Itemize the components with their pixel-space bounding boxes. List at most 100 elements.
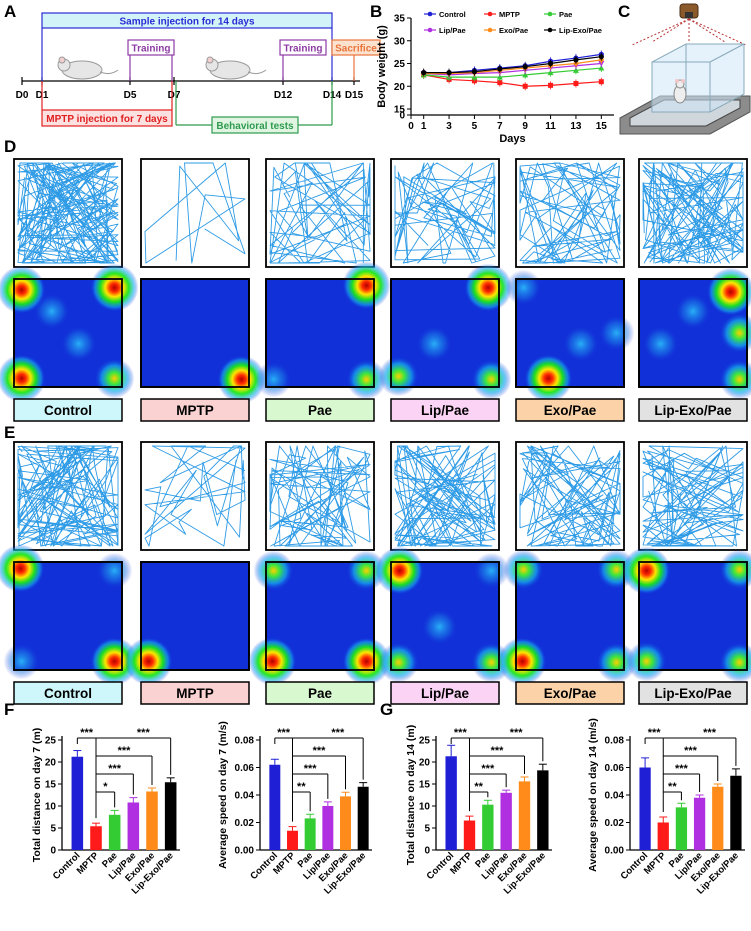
bar-exo-pae [340, 796, 351, 850]
heatmap-hotspot [378, 642, 419, 683]
legend-marker [547, 27, 553, 33]
group-label-box-0 [13, 681, 123, 705]
heatmap-hotspot [0, 544, 45, 593]
data-point [547, 69, 554, 76]
heatmap-frame-2 [265, 561, 375, 671]
data-point [572, 67, 579, 73]
mouse-illustration-2 [205, 56, 267, 80]
x-tick-label: 1 [421, 121, 427, 132]
group-label-2: Pae [308, 403, 333, 418]
heatmap-hotspot [378, 356, 419, 397]
sig-label: ** [474, 781, 483, 793]
heatmap-hotspot [719, 549, 751, 590]
heatmap-hotspot [90, 263, 139, 312]
group-label-0: Control [44, 403, 92, 418]
group-label-box-1 [140, 681, 250, 705]
panel-e-trajectories-heatmaps: Control MPTP Pae Lip/Pae Exo/Pae Lip-Exo/Pae [0, 441, 751, 705]
group-label-box-4 [515, 398, 625, 422]
series-line-5 [423, 56, 602, 74]
heatmap-frame-0 [13, 561, 123, 671]
sig-label: *** [481, 763, 495, 775]
group-label-box-2 [265, 398, 375, 422]
x-axis-title: Days [499, 133, 525, 145]
data-point [547, 60, 554, 67]
heatmap-hotspot [346, 550, 387, 591]
legend-label: Lip-Exo/Pae [559, 26, 602, 35]
sample-injection-box [41, 12, 333, 29]
heatmap-hotspot [464, 263, 513, 312]
data-point [522, 71, 529, 78]
bar-lip-pae [127, 802, 140, 850]
group-label-4: Exo/Pae [544, 403, 597, 418]
bar-lip-pae [322, 806, 334, 850]
heatmap-hotspot [342, 637, 391, 686]
heatmap-hotspot [96, 552, 133, 589]
heatmap-hotspot [503, 549, 544, 590]
legend-label: Pae [559, 10, 572, 19]
x-tick-label: MPTP [75, 850, 102, 877]
y-tick-label: 0 [424, 846, 430, 857]
y-axis-title: Body weight (g) [376, 25, 388, 108]
bar-lip-exo-pae [357, 786, 369, 850]
data-point [446, 70, 452, 76]
trajectory-path-0 [17, 445, 119, 547]
day-label: D0 [16, 90, 29, 101]
group-label-box-0 [13, 398, 123, 422]
heatmap-hotspot [3, 643, 40, 680]
legend-marker [547, 11, 553, 17]
bar-control [269, 764, 281, 850]
legend-marker [487, 11, 493, 17]
panel-letter-d: D [4, 137, 16, 156]
y-tick-label: 20 [394, 82, 406, 93]
y-tick-label: 5 [424, 824, 430, 835]
heatmap-hotspot [33, 293, 70, 330]
heatmap-hotspot [719, 642, 751, 683]
x-tick-label: 13 [570, 121, 582, 132]
data-point [573, 57, 579, 63]
heatmap-hotspot [217, 355, 266, 404]
panel-d-trajectories-heatmaps: Control MPTP Pae Lip/Pae Exo/Pae Lip-Exo/Pae [0, 158, 751, 422]
data-point [421, 70, 427, 76]
legend-marker [427, 27, 433, 33]
training-box-2 [279, 39, 327, 56]
heatmap-hotspot [248, 637, 297, 686]
group-label-box-5 [638, 681, 748, 705]
mouse-in-arena-icon [673, 79, 687, 104]
bar-mptp [287, 830, 298, 850]
heatmap-hotspot [505, 269, 542, 306]
y-tick-label: 35 [394, 14, 406, 25]
y-tick-label: 30 [394, 36, 406, 47]
bar-lip-pae [500, 792, 512, 850]
y-axis-title: Average speed on day 14 (m/s) [587, 718, 599, 872]
day-label: D15 [345, 90, 364, 101]
trajectory-box-1 [140, 158, 250, 268]
heatmap-frame-0 [13, 278, 123, 388]
sacrifice-box [331, 39, 381, 56]
sig-label: *** [510, 727, 524, 739]
y-axis-title: Total distance on day 7 (m) [31, 728, 43, 863]
heatmap-hotspot [342, 261, 391, 310]
y-tick-label: 0.06 [235, 763, 255, 774]
bar-exo-pae [146, 791, 158, 850]
series-line-3 [423, 62, 602, 76]
heatmap-frame-5 [638, 561, 748, 671]
sig-label: *** [277, 727, 291, 739]
group-label-box-1 [140, 398, 250, 422]
heatmap-hotspot [375, 546, 424, 595]
y-tick-label: 10 [45, 802, 57, 813]
group-label-0: Control [44, 686, 92, 701]
group-label-box-2 [265, 681, 375, 705]
legend-label: MPTP [499, 10, 520, 19]
heatmap-hotspot [498, 637, 547, 686]
y-tick-label: 25 [45, 736, 57, 747]
heatmap-frame-1 [140, 561, 250, 671]
x-tick-label: 0 [408, 121, 414, 132]
sig-label: *** [684, 745, 698, 757]
bar-control [445, 756, 457, 850]
behavioral-tests-box [211, 116, 299, 134]
panel-letter-b: B [370, 2, 382, 21]
heatmap-hotspot [346, 359, 387, 400]
heatmap-hotspot [562, 325, 599, 362]
